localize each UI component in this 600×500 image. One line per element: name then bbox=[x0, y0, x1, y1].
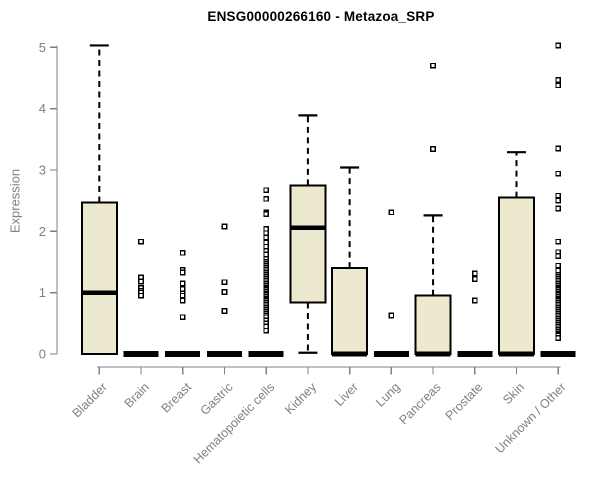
outlier-point bbox=[471, 270, 478, 277]
outlier-point bbox=[430, 146, 436, 153]
outlier-point bbox=[388, 209, 395, 216]
outlier-point bbox=[221, 289, 228, 295]
outlier-point bbox=[555, 42, 562, 49]
outlier-point bbox=[555, 238, 562, 245]
outlier-point bbox=[221, 308, 228, 314]
outlier-point bbox=[555, 252, 562, 259]
outlier-point bbox=[263, 187, 270, 194]
outlier-point bbox=[555, 335, 562, 341]
outlier-point bbox=[179, 314, 186, 321]
outlier-point bbox=[555, 262, 562, 269]
outlier-point bbox=[179, 280, 186, 287]
outlier-point bbox=[555, 192, 562, 199]
box-iqr bbox=[331, 267, 369, 355]
outlier-point bbox=[138, 238, 144, 245]
outlier-point bbox=[555, 76, 562, 83]
outlier-point bbox=[179, 269, 186, 276]
outlier-point bbox=[263, 234, 270, 241]
outlier-point bbox=[138, 292, 144, 299]
outlier-point bbox=[471, 297, 478, 304]
outlier-point bbox=[555, 205, 562, 212]
outlier-point bbox=[221, 279, 228, 286]
y-tick-label: 2 bbox=[39, 224, 46, 239]
box-iqr bbox=[80, 201, 118, 355]
outlier-point bbox=[555, 82, 562, 89]
outlier-point bbox=[555, 197, 562, 204]
outlier-point bbox=[430, 62, 436, 69]
outlier-point bbox=[179, 297, 186, 304]
outlier-point bbox=[263, 195, 270, 202]
box-iqr bbox=[414, 294, 452, 355]
box-iqr bbox=[289, 184, 327, 304]
y-tick-label: 0 bbox=[39, 347, 46, 362]
y-tick-label: 3 bbox=[39, 162, 46, 177]
outlier-point bbox=[555, 170, 562, 177]
outlier-point bbox=[179, 249, 186, 256]
y-tick-label: 1 bbox=[39, 285, 46, 300]
outlier-point bbox=[138, 278, 144, 285]
y-tick-label: 4 bbox=[39, 101, 46, 116]
box-iqr bbox=[498, 196, 535, 355]
outlier-point bbox=[471, 276, 478, 283]
outlier-point bbox=[388, 312, 395, 319]
outlier-point bbox=[179, 292, 186, 299]
outlier-point bbox=[263, 327, 270, 334]
outlier-point bbox=[221, 223, 228, 230]
outlier-point bbox=[263, 211, 270, 218]
y-tick-label: 5 bbox=[39, 40, 46, 55]
outlier-point bbox=[555, 145, 562, 152]
chart-title: ENSG00000266160 - Metazoa_SRP bbox=[207, 9, 435, 24]
